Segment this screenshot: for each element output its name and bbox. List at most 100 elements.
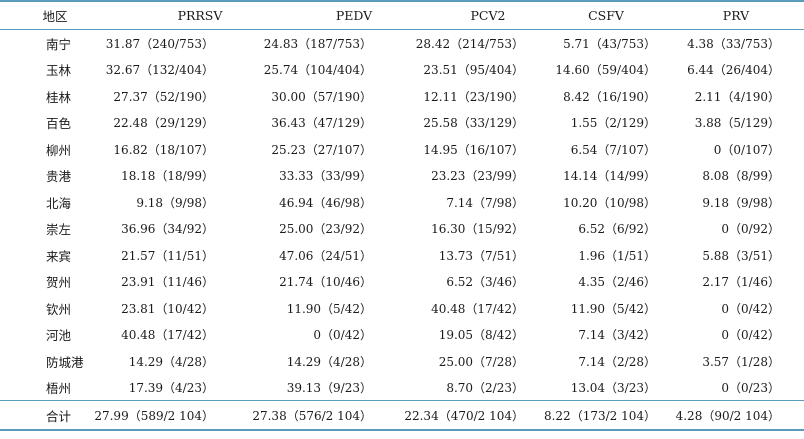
cell-pcv2: 16.30（15/92） bbox=[431, 222, 524, 237]
cell-region: 南宁 bbox=[46, 36, 72, 52]
cell-csfv: 11.90（5/42） bbox=[570, 301, 656, 316]
cell-pedv: 25.00（23/92） bbox=[279, 222, 372, 237]
cell-prrsv: 23.91（11/46） bbox=[121, 275, 214, 290]
total-row: 合计 27.99（589/2 104） 27.38（576/2 104） 22.… bbox=[0, 401, 804, 429]
header-csfv: CSFV bbox=[588, 7, 624, 23]
cell-csfv: 5.71（43/753） bbox=[563, 36, 656, 51]
cell-pcv2: 13.73（7/51） bbox=[438, 248, 524, 263]
table-row: 贺州 23.91（11/46） 21.74（10/46） 6.52（3/46） 4.35… bbox=[0, 269, 804, 296]
cell-csfv: 10.20（10/98） bbox=[563, 195, 656, 210]
cell-pedv: 11.90（5/42） bbox=[286, 301, 372, 316]
total-pcv2: 22.34（470/2 104） bbox=[404, 408, 524, 423]
cell-prrsv: 9.18（9/98） bbox=[136, 195, 214, 210]
cell-region: 崇左 bbox=[46, 222, 72, 238]
table-top-rule bbox=[0, 0, 804, 2]
header-pedv: PEDV bbox=[335, 7, 373, 23]
cell-pcv2: 25.00（7/28） bbox=[438, 354, 524, 369]
header-prv: PRV bbox=[722, 7, 750, 23]
cell-prv: 5.88（3/51） bbox=[702, 248, 780, 263]
table-row: 南宁 31.87（240/753） 24.83（187/753） 28.42（214/… bbox=[0, 30, 804, 57]
cell-prrsv: 36.96（34/92） bbox=[121, 222, 214, 237]
header-region: 地区 bbox=[42, 8, 68, 24]
cell-pcv2: 6.52（3/46） bbox=[446, 275, 524, 290]
cell-prrsv: 40.48（17/42） bbox=[121, 328, 214, 343]
table-row: 防城港 14.29（4/28） 14.29（4/28） 25.00（7/28） 7.14… bbox=[0, 348, 804, 375]
cell-pcv2: 14.95（16/107） bbox=[423, 142, 524, 157]
cell-region: 梧州 bbox=[46, 381, 72, 397]
cell-pcv2: 19.05（8/42） bbox=[438, 328, 524, 343]
cell-prrsv: 17.39（4/23） bbox=[128, 381, 214, 396]
cell-pedv: 47.06（24/51） bbox=[279, 248, 372, 263]
cell-prrsv: 16.82（18/107） bbox=[113, 142, 214, 157]
cell-prv: 3.57（1/28） bbox=[702, 354, 780, 369]
cell-pedv: 39.13（9/23） bbox=[286, 381, 372, 396]
cell-csfv: 14.14（14/99） bbox=[563, 169, 656, 184]
cell-csfv: 6.54（7/107） bbox=[570, 142, 656, 157]
cell-region: 河池 bbox=[46, 328, 72, 344]
cell-prv: 0（0/23） bbox=[721, 381, 780, 396]
cell-prv: 6.44（26/404） bbox=[687, 63, 780, 78]
cell-csfv: 1.55（2/129） bbox=[570, 116, 656, 131]
cell-prv: 2.11（4/190） bbox=[694, 89, 780, 104]
cell-pedv: 46.94（46/98） bbox=[279, 195, 372, 210]
cell-prv: 9.18（9/98） bbox=[702, 195, 780, 210]
cell-prv: 2.17（1/46） bbox=[702, 275, 780, 290]
cell-prrsv: 14.29（4/28） bbox=[128, 354, 214, 369]
table-row: 梧州 17.39（4/23） 39.13（9/23） 8.70（2/23） 13.04（… bbox=[0, 375, 804, 402]
cell-pedv: 33.33（33/99） bbox=[279, 169, 372, 184]
header-row: 地区 PRRSV PEDV PCV2 CSFV PRV bbox=[0, 2, 804, 29]
cell-pcv2: 28.42（214/753） bbox=[415, 36, 524, 51]
cell-region: 桂林 bbox=[46, 89, 72, 105]
cell-prrsv: 27.37（52/190） bbox=[113, 89, 214, 104]
cell-prv: 0（0/107） bbox=[713, 142, 780, 157]
header-prrsv: PRRSV bbox=[177, 7, 223, 23]
header-pcv2: PCV2 bbox=[470, 7, 506, 23]
table-row: 玉林 32.67（132/404） 25.74（104/404） 23.51（95/4… bbox=[0, 57, 804, 84]
table-row: 百色 22.48（29/129） 36.43（47/129） 25.58（33/129… bbox=[0, 110, 804, 137]
cell-pcv2: 12.11（23/190） bbox=[423, 89, 524, 104]
cell-region: 百色 bbox=[46, 116, 72, 132]
cell-prv: 4.38（33/753） bbox=[687, 36, 780, 51]
table-row: 钦州 23.81（10/42） 11.90（5/42） 40.48（17/42） 11.… bbox=[0, 295, 804, 322]
cell-prv: 0（0/42） bbox=[721, 328, 780, 343]
table-row: 来宾 21.57（11/51） 47.06（24/51） 13.73（7/51） 1.9… bbox=[0, 242, 804, 269]
cell-csfv: 6.52（6/92） bbox=[578, 222, 656, 237]
cell-pedv: 30.00（57/190） bbox=[271, 89, 372, 104]
cell-prrsv: 23.81（10/42） bbox=[121, 301, 214, 316]
cell-pcv2: 7.14（7/98） bbox=[446, 195, 524, 210]
cell-csfv: 7.14（2/28） bbox=[578, 354, 656, 369]
total-csfv: 8.22（173/2 104） bbox=[543, 408, 656, 423]
cell-pedv: 25.23（27/107） bbox=[271, 142, 372, 157]
cell-csfv: 4.35（2/46） bbox=[578, 275, 656, 290]
cell-prrsv: 21.57（11/51） bbox=[121, 248, 214, 263]
cell-csfv: 14.60（59/404） bbox=[555, 63, 656, 78]
cell-prv: 8.08（8/99） bbox=[702, 169, 780, 184]
cell-prv: 0（0/92） bbox=[721, 222, 780, 237]
cell-pcv2: 8.70（2/23） bbox=[446, 381, 524, 396]
cell-pedv: 25.74（104/404） bbox=[263, 63, 372, 78]
cell-region: 贺州 bbox=[46, 275, 72, 291]
cell-prrsv: 22.48（29/129） bbox=[113, 116, 214, 131]
cell-region: 钦州 bbox=[46, 301, 72, 317]
total-label: 合计 bbox=[46, 408, 72, 424]
cell-pedv: 14.29（4/28） bbox=[286, 354, 372, 369]
table-row: 崇左 36.96（34/92） 25.00（23/92） 16.30（15/92） 6.… bbox=[0, 216, 804, 243]
header-rule bbox=[0, 29, 804, 30]
cell-pcv2: 23.51（95/404） bbox=[423, 63, 524, 78]
table-row: 柳州 16.82（18/107） 25.23（27/107） 14.95（16/107… bbox=[0, 136, 804, 163]
cell-pedv: 21.74（10/46） bbox=[279, 275, 372, 290]
cell-csfv: 13.04（3/23） bbox=[570, 381, 656, 396]
cell-pedv: 24.83（187/753） bbox=[263, 36, 372, 51]
cell-prrsv: 32.67（132/404） bbox=[105, 63, 214, 78]
cell-csfv: 7.14（3/42） bbox=[578, 328, 656, 343]
cell-pcv2: 40.48（17/42） bbox=[431, 301, 524, 316]
table-row: 北海 9.18（9/98） 46.94（46/98） 7.14（7/98） 10.20（… bbox=[0, 189, 804, 216]
cell-pcv2: 23.23（23/99） bbox=[431, 169, 524, 184]
cell-region: 防城港 bbox=[46, 354, 84, 370]
cell-pedv: 36.43（47/129） bbox=[271, 116, 372, 131]
cell-csfv: 1.96（1/51） bbox=[578, 248, 656, 263]
table-bottom-rule bbox=[0, 429, 804, 431]
cell-pcv2: 25.58（33/129） bbox=[423, 116, 524, 131]
cell-region: 玉林 bbox=[46, 63, 72, 79]
cell-prrsv: 31.87（240/753） bbox=[105, 36, 214, 51]
